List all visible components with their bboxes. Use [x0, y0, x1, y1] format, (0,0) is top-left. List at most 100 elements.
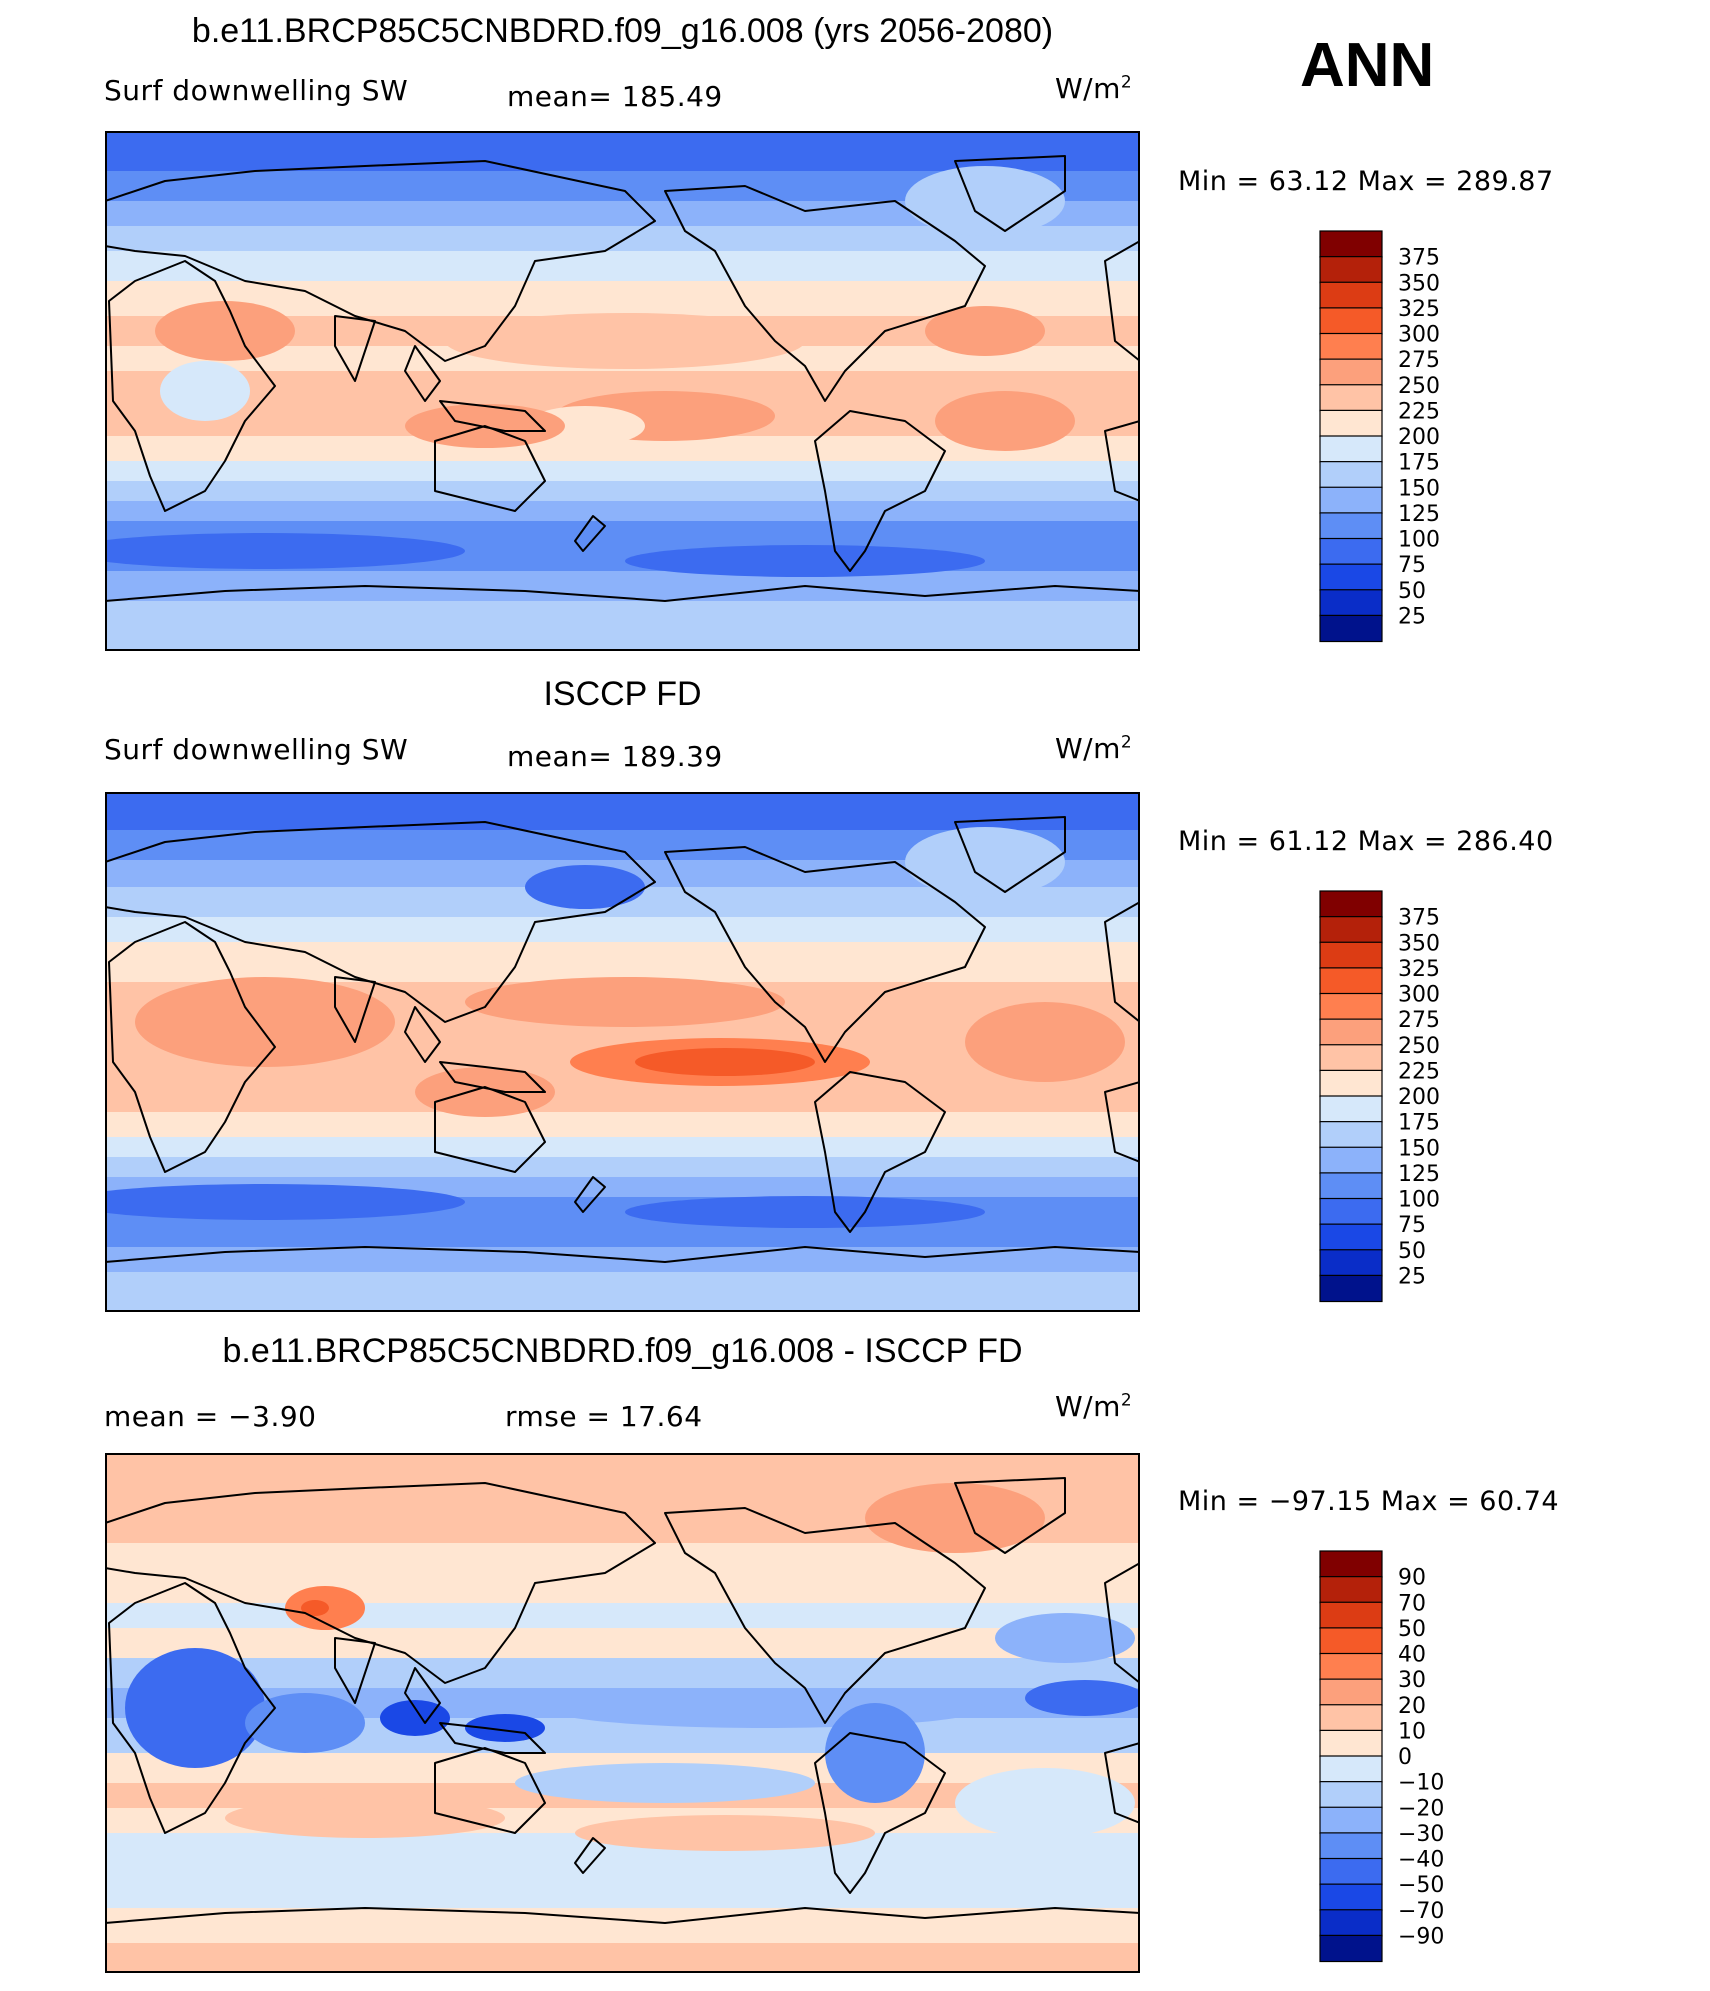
- field-feature: [445, 313, 805, 369]
- colorbar-swatch: [1319, 1550, 1383, 1578]
- colorbar-swatch: [1319, 1678, 1383, 1706]
- field-feature: [865, 1483, 1045, 1553]
- colorbar-swatch: [1319, 1146, 1383, 1174]
- field-feature: [105, 533, 465, 569]
- field-band: [105, 251, 1140, 282]
- coastline: [1104, 1562, 1140, 1684]
- panel-1-minmax: Min = 63.12 Max = 289.87: [1178, 166, 1554, 197]
- coastline: [574, 1176, 606, 1213]
- colorbar-swatch: [1319, 1018, 1383, 1046]
- colorbar-tick-label: 225: [1398, 399, 1440, 424]
- coastline: [105, 1482, 656, 1684]
- coastline: [574, 1837, 606, 1874]
- coastline: [1104, 420, 1140, 502]
- field-feature: [525, 865, 645, 909]
- coastline: [434, 1747, 546, 1834]
- field-band: [105, 1943, 1140, 1973]
- field-feature: [965, 1002, 1125, 1082]
- colorbar-tick-label: 30: [1398, 1668, 1426, 1693]
- colorbar-swatch: [1319, 281, 1383, 309]
- field-band: [105, 501, 1140, 522]
- field-band: [105, 1658, 1140, 1689]
- field-band: [105, 1272, 1140, 1312]
- colorbar-tick-label: 100: [1398, 528, 1440, 553]
- field-band: [105, 461, 1140, 482]
- colorbar-swatch: [1319, 890, 1383, 918]
- colorbar-tick-label: 150: [1398, 1136, 1440, 1161]
- colorbar-tick-label: −50: [1398, 1873, 1444, 1898]
- coastline: [1104, 1081, 1140, 1163]
- colorbar-tick-label: 125: [1398, 502, 1440, 527]
- field-band: [105, 1137, 1140, 1158]
- colorbar-tick-label: 300: [1398, 983, 1440, 1008]
- coastline: [439, 400, 546, 432]
- map-frame: [105, 131, 1140, 651]
- colorbar-swatch: [1319, 1857, 1383, 1886]
- field-band: [105, 917, 1140, 943]
- colorbar-tick-label: −10: [1398, 1771, 1444, 1796]
- colorbar-swatch: [1319, 1755, 1383, 1783]
- colorbar-tick-label: 300: [1398, 323, 1440, 348]
- colorbar-tick-label: 100: [1398, 1188, 1440, 1213]
- field-band: [105, 942, 1140, 983]
- field-band: [105, 1628, 1140, 1659]
- coastline: [574, 515, 606, 552]
- field-band: [105, 131, 1140, 172]
- field-feature: [625, 1196, 985, 1228]
- colorbar-swatch: [1319, 1934, 1383, 1963]
- field-feature: [125, 1648, 265, 1768]
- field-band: [105, 571, 1140, 602]
- field-feature: [635, 1048, 815, 1076]
- colorbar-swatch: [1319, 1223, 1383, 1251]
- colorbar-tick-label: 275: [1398, 348, 1440, 373]
- colorbar-swatch: [1319, 384, 1383, 412]
- panel-1-units: W/m2: [1055, 72, 1133, 105]
- colorbar-swatch: [1319, 1069, 1383, 1098]
- field-feature: [380, 1700, 450, 1736]
- colorbar-tick-label: 25: [1398, 1264, 1426, 1289]
- colorbar-tick-label: 350: [1398, 931, 1440, 956]
- colorbar-swatch: [1319, 1909, 1383, 1937]
- colorbar-tick-label: 375: [1398, 246, 1440, 271]
- panel-1-mean: mean= 185.49: [507, 80, 723, 113]
- coastline: [664, 846, 986, 1063]
- panel-2-title: ISCCP FD: [543, 675, 702, 713]
- field-band: [105, 1873, 1140, 1909]
- panel-3-minmax: Min = −97.15 Max = 60.74: [1178, 1486, 1560, 1517]
- panel-3-mean: mean = −3.90: [104, 1400, 317, 1433]
- coastline: [814, 410, 946, 572]
- colorbar-tick-label: −70: [1398, 1899, 1444, 1924]
- field-band: [105, 1543, 1140, 1604]
- coastline: [954, 816, 1066, 893]
- field-band: [105, 601, 1140, 651]
- colorbar-tick-label: 250: [1398, 374, 1440, 399]
- colorbar-swatch: [1319, 1172, 1383, 1200]
- coastline: [404, 345, 441, 402]
- colorbar-tick-label: 175: [1398, 451, 1440, 476]
- field-feature: [515, 1763, 815, 1803]
- colorbar-tick-label: 90: [1398, 1566, 1426, 1591]
- colorbar-swatch: [1319, 967, 1383, 995]
- colorbar-tick-label: 75: [1398, 1213, 1426, 1238]
- colorbar-swatch: [1319, 1729, 1383, 1758]
- colorbar-swatch: [1319, 1249, 1383, 1277]
- panel-1-variable: Surf downwelling SW: [104, 74, 409, 107]
- colorbar-swatch: [1319, 1095, 1383, 1123]
- colorbar-tick-label: 25: [1398, 604, 1426, 629]
- coastline: [814, 1071, 946, 1233]
- coastline: [105, 585, 1140, 651]
- coastline: [664, 1507, 986, 1724]
- coastline: [108, 260, 276, 512]
- field-feature: [905, 827, 1065, 897]
- colorbar-tick-label: 10: [1398, 1719, 1426, 1744]
- colorbar-tick-label: 250: [1398, 1034, 1440, 1059]
- colorbar-tick-label: 40: [1398, 1643, 1426, 1668]
- colorbar-tick-label: 175: [1398, 1111, 1440, 1136]
- field-band: [105, 792, 1140, 831]
- colorbar-swatch: [1319, 1704, 1383, 1732]
- colorbar-tick-label: 50: [1398, 1239, 1426, 1264]
- panel-2-map: [105, 792, 1140, 1312]
- colorbar-tick-label: 125: [1398, 1162, 1440, 1187]
- field-band: [105, 481, 1140, 502]
- field-feature: [995, 1613, 1135, 1663]
